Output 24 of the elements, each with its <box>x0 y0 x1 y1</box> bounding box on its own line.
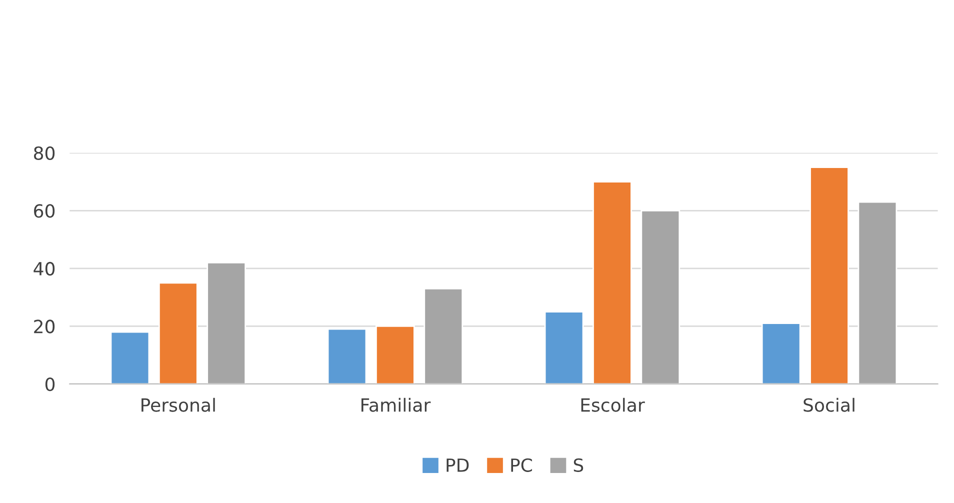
y-tick-label: 20 <box>34 320 55 334</box>
bar <box>158 282 198 384</box>
y-tick-label: 40 <box>34 262 55 276</box>
y-tick-label: 0 <box>45 377 55 392</box>
x-tick-label: Familiar <box>362 398 431 412</box>
bar <box>858 201 898 384</box>
bar <box>110 331 150 384</box>
legend-label: S <box>574 458 584 472</box>
bar <box>327 328 367 384</box>
bar <box>544 311 584 384</box>
bar <box>592 181 632 384</box>
x-tick-label: Escolar <box>581 398 645 412</box>
y-tick-label: 60 <box>34 204 55 218</box>
bar <box>206 262 246 384</box>
bar <box>424 288 464 384</box>
y-tick-label: 80 <box>34 146 55 160</box>
x-tick-label: Social <box>804 398 854 412</box>
legend-label: PC <box>511 458 532 472</box>
bar <box>810 166 849 384</box>
x-tick-label: Personal <box>142 398 215 412</box>
legend-label: PD <box>446 458 469 472</box>
bar <box>640 210 680 384</box>
bar <box>376 326 415 384</box>
bar <box>761 322 801 384</box>
